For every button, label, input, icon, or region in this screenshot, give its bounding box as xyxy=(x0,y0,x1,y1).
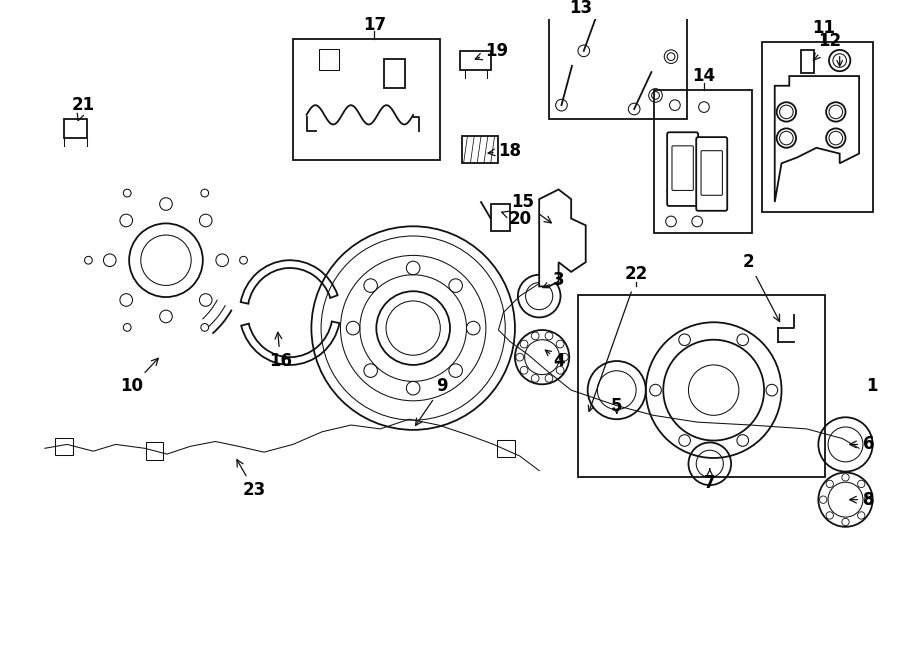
Text: 21: 21 xyxy=(72,96,95,120)
Bar xyxy=(384,59,405,88)
Bar xyxy=(462,136,499,163)
Bar xyxy=(498,440,515,457)
Text: 10: 10 xyxy=(121,358,158,395)
Text: 13: 13 xyxy=(570,0,592,17)
Text: 16: 16 xyxy=(269,332,292,370)
Text: 1: 1 xyxy=(866,377,878,395)
Text: 7: 7 xyxy=(704,469,716,492)
Text: 6: 6 xyxy=(850,436,875,453)
Text: 11: 11 xyxy=(812,19,834,36)
Polygon shape xyxy=(775,76,860,202)
Bar xyxy=(578,295,825,477)
Text: 15: 15 xyxy=(511,193,552,223)
Text: 9: 9 xyxy=(416,377,448,426)
Polygon shape xyxy=(539,190,586,286)
Text: 4: 4 xyxy=(553,352,564,370)
FancyBboxPatch shape xyxy=(697,137,727,211)
Text: 19: 19 xyxy=(475,42,508,60)
Text: 20: 20 xyxy=(501,210,531,227)
Bar xyxy=(653,90,752,233)
Bar xyxy=(549,17,687,119)
FancyBboxPatch shape xyxy=(667,132,698,206)
Bar xyxy=(146,442,163,460)
Text: 14: 14 xyxy=(692,67,716,85)
Bar xyxy=(320,49,338,70)
Text: 12: 12 xyxy=(814,32,842,60)
Text: 22: 22 xyxy=(625,265,648,283)
Text: 18: 18 xyxy=(488,141,522,160)
Bar xyxy=(293,39,440,161)
Bar xyxy=(491,204,510,231)
Text: 2: 2 xyxy=(742,253,779,321)
Text: 17: 17 xyxy=(363,16,386,34)
Text: 8: 8 xyxy=(850,490,875,509)
Bar xyxy=(801,50,814,73)
Bar xyxy=(460,51,491,70)
Bar xyxy=(56,438,73,455)
Bar xyxy=(64,119,87,138)
Bar xyxy=(762,42,873,212)
Text: 23: 23 xyxy=(237,459,266,499)
Text: 5: 5 xyxy=(611,397,623,414)
Text: 3: 3 xyxy=(553,270,564,289)
